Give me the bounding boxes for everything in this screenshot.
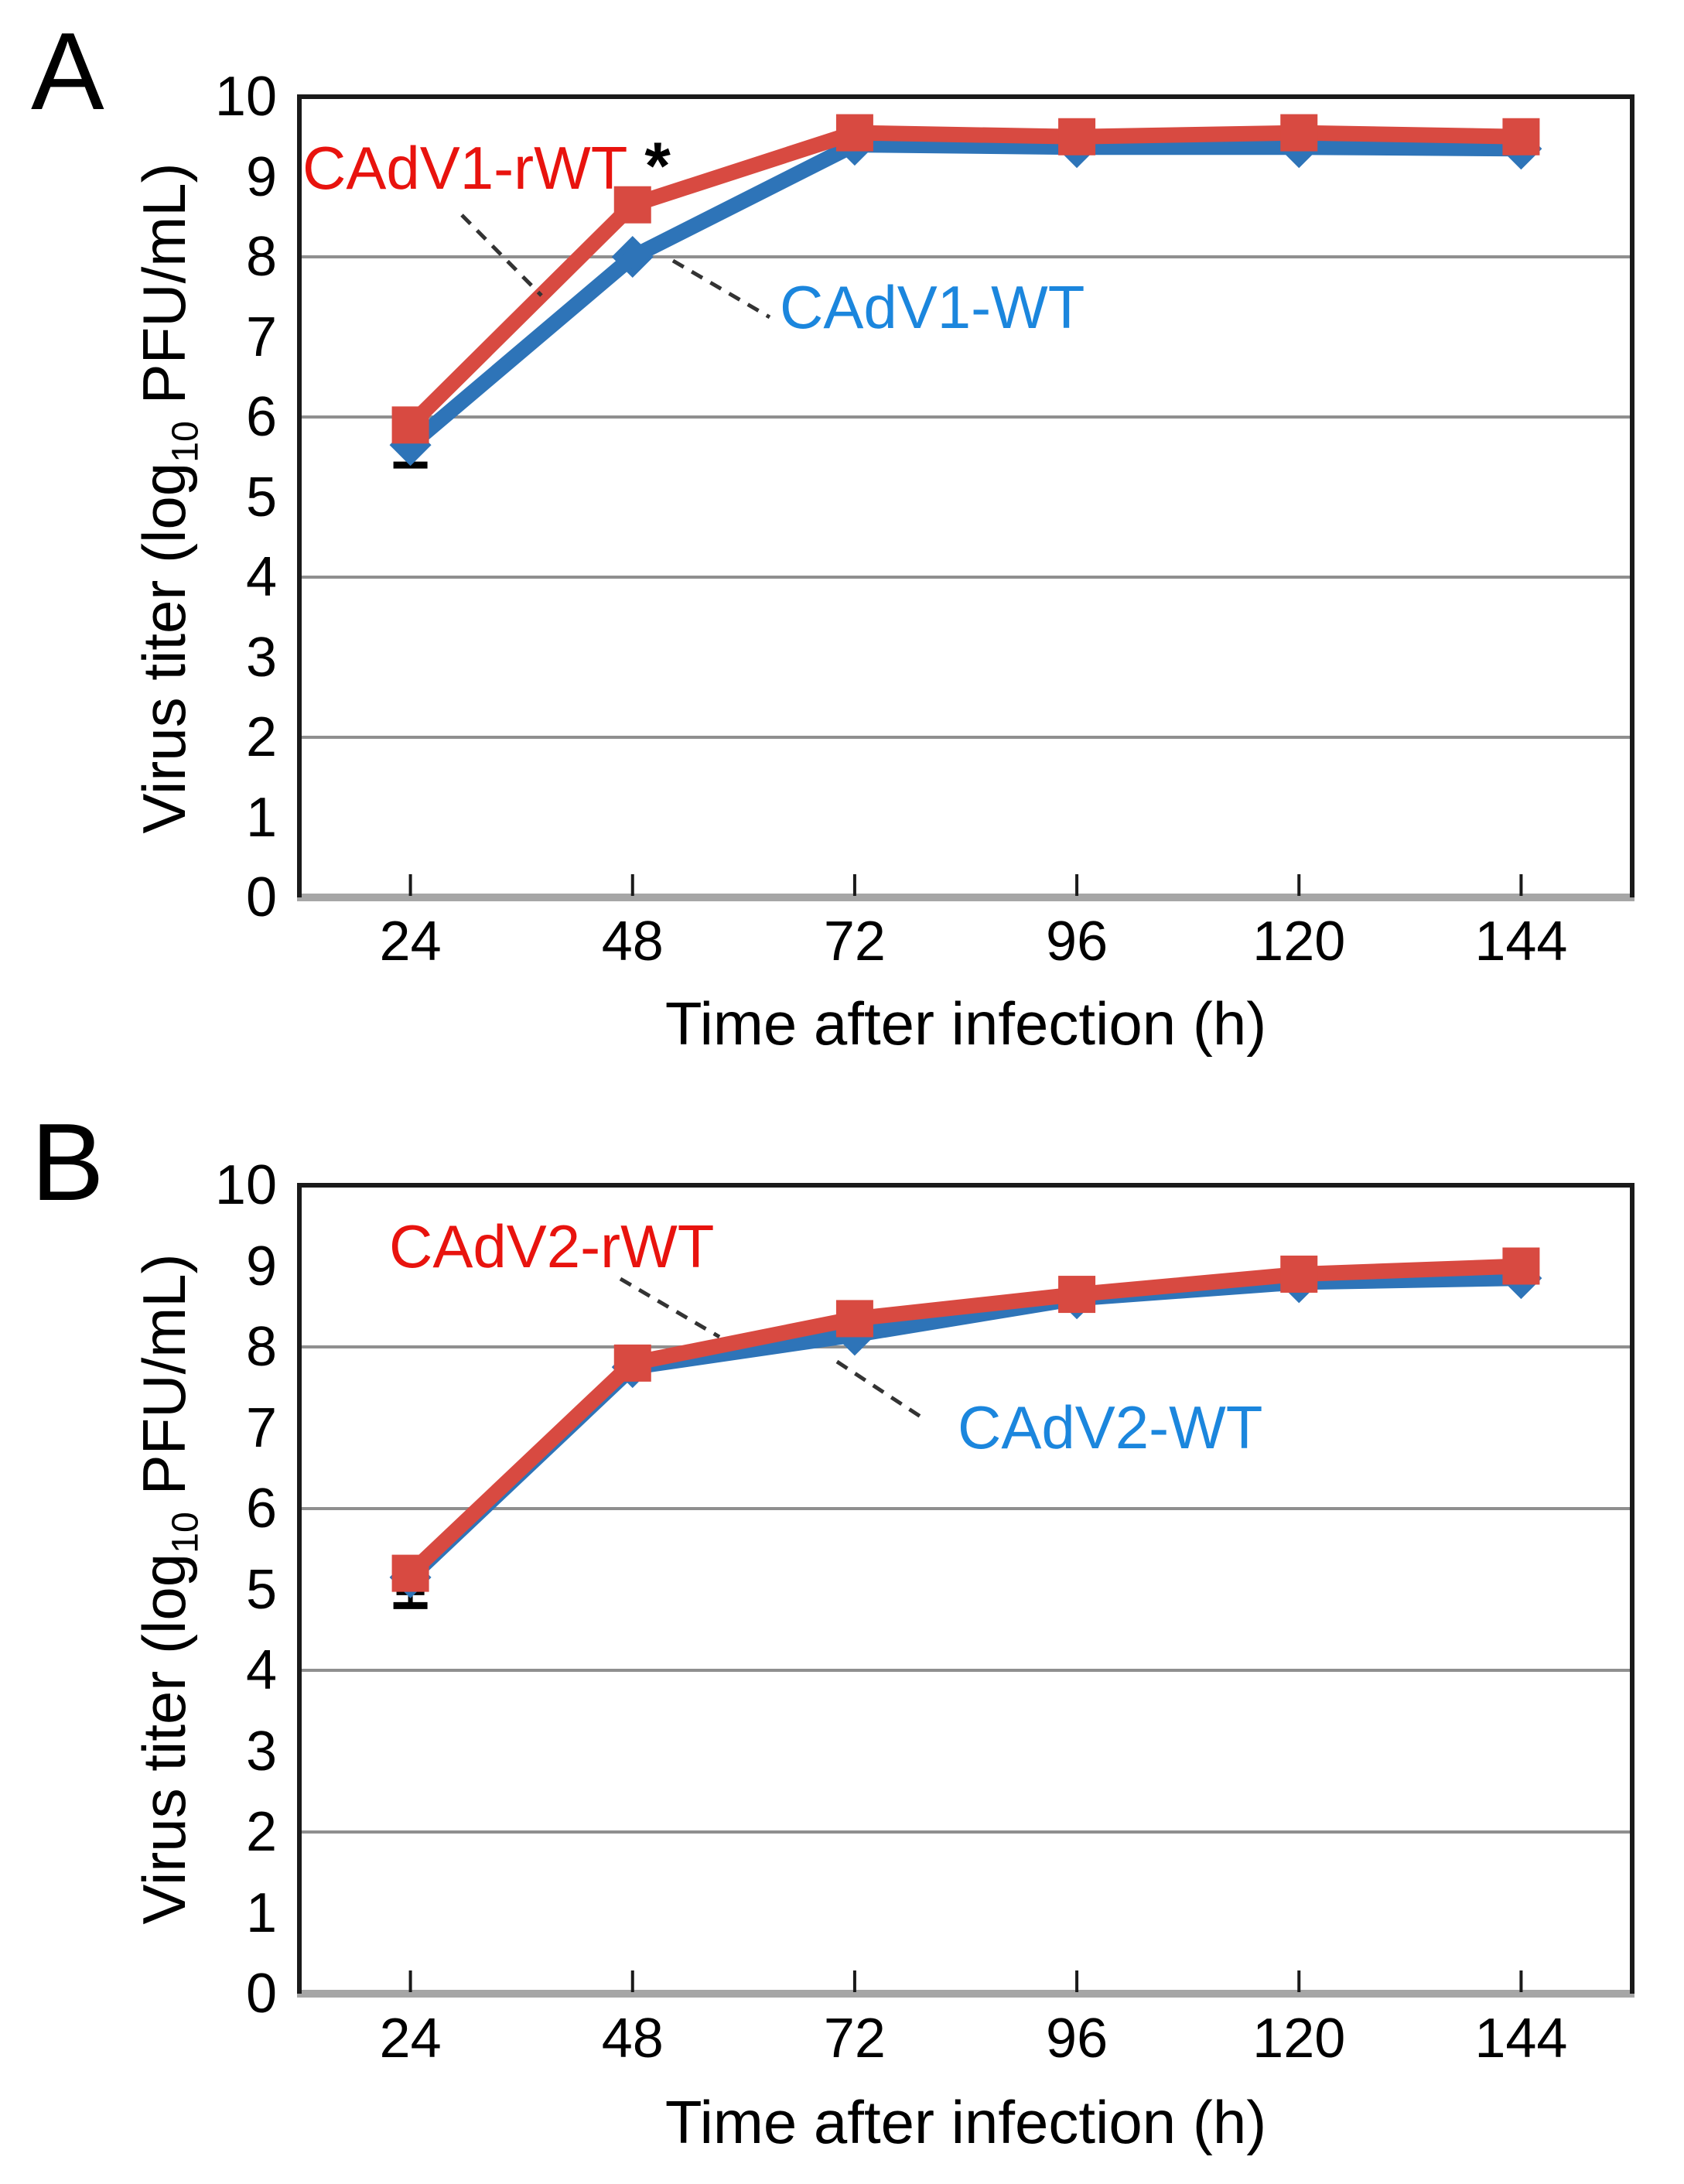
- x-tick-label: 48: [601, 2008, 664, 2070]
- y-tick-label: 7: [245, 1396, 277, 1459]
- y-tick-label: 7: [245, 306, 277, 368]
- data-point-square: [1058, 118, 1096, 156]
- x-axis-title-panel-a: Time after infection (h): [664, 989, 1267, 1058]
- label-leader-line: [671, 258, 771, 320]
- panel-b-letter: B: [31, 1101, 104, 1224]
- label-leader-line: [619, 1277, 721, 1339]
- x-tick-label: 120: [1252, 2008, 1346, 2070]
- data-point-square: [835, 114, 873, 152]
- data-point-square: [835, 1300, 873, 1338]
- x-tick-label: 72: [823, 911, 886, 972]
- x-axis-title-panel-b: Time after infection (h): [664, 2088, 1267, 2156]
- plot-frame: [297, 94, 1634, 897]
- x-tick-label: 96: [1046, 2008, 1108, 2070]
- x-tick-label: 24: [379, 911, 442, 972]
- y-tick-label: 1: [245, 786, 277, 849]
- panel-a-letter: A: [31, 10, 104, 133]
- series-label-cadv1-wt: CAdV1-WT: [780, 273, 1085, 341]
- series-line: [402, 1258, 1529, 1581]
- y-tick-label: 4: [245, 546, 277, 608]
- data-point-square: [1280, 114, 1318, 152]
- data-point-square: [391, 1554, 429, 1592]
- y-tick-label: 3: [245, 626, 277, 689]
- series-label-cadv1-rwt-text: CAdV1-rWT: [302, 134, 628, 202]
- series-line: [402, 137, 1529, 453]
- x-tick-label: 48: [601, 911, 664, 972]
- y-tick-label: 8: [245, 226, 277, 288]
- y-tick-label: 1: [245, 1882, 277, 1944]
- y-tick-label: 10: [214, 1154, 277, 1216]
- data-point-square: [613, 1344, 651, 1382]
- series-label-cadv2-rwt: CAdV2-rWT: [389, 1212, 715, 1280]
- y-tick-label: 0: [245, 866, 277, 928]
- x-tick-label: 144: [1474, 2008, 1568, 2070]
- series-label-cadv1-rwt: CAdV1-rWT *: [302, 128, 671, 205]
- y-tick-label: 2: [245, 706, 277, 768]
- y-tick-label: 6: [245, 1478, 277, 1540]
- x-tick-label: 144: [1474, 911, 1568, 972]
- y-tick-label: 5: [245, 466, 277, 528]
- y-tick-label: 0: [245, 1963, 277, 2025]
- significance-asterisk: *: [644, 129, 671, 203]
- series-label-cadv2-wt: CAdV2-WT: [958, 1393, 1263, 1461]
- data-point-square: [613, 186, 651, 224]
- y-tick-label: 4: [245, 1639, 277, 1701]
- y-tick-label: 2: [245, 1801, 277, 1863]
- x-tick-label: 24: [379, 2008, 442, 2070]
- y-tick-label: 10: [214, 66, 277, 128]
- series-line: [402, 125, 1529, 433]
- x-tick-label: 72: [823, 2008, 886, 2070]
- x-tick-label: 96: [1046, 911, 1108, 972]
- label-leader-line: [835, 1359, 924, 1420]
- y-tick-label: 6: [245, 386, 277, 448]
- label-leader-line: [460, 214, 543, 297]
- data-point-square: [1058, 1276, 1096, 1314]
- y-tick-label: 3: [245, 1720, 277, 1782]
- x-tick-label: 120: [1252, 911, 1346, 972]
- y-tick-label: 9: [245, 1235, 277, 1297]
- data-point-square: [1280, 1255, 1318, 1293]
- y-tick-label: 5: [245, 1558, 277, 1621]
- data-point-square: [391, 406, 429, 444]
- plot-frame: [297, 1183, 1634, 1994]
- y-tick-label: 9: [245, 145, 277, 208]
- data-point-square: [1502, 118, 1540, 156]
- y-tick-label: 8: [245, 1316, 277, 1378]
- data-point-square: [1502, 1247, 1540, 1285]
